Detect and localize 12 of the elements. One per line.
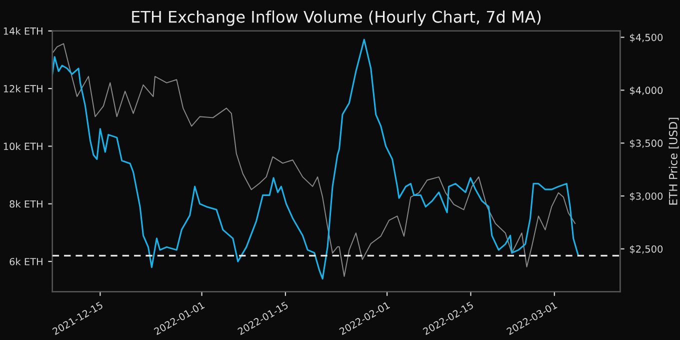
y2-tick-label: $4,500 (630, 34, 663, 42)
y-tick-label: 6k ETH (10, 258, 42, 266)
y2-tick-label: $2,500 (630, 245, 663, 254)
y2-tick-label: $4,000 (630, 86, 663, 96)
y2-tick-label: $3,500 (630, 139, 663, 148)
y2-axis-title: ETH Price [USD] (668, 118, 679, 205)
y-tick-label: 8k ETH (10, 200, 42, 208)
y-tick-label: 14k ETH (4, 27, 42, 35)
y2-tick-label: $3,000 (630, 192, 663, 202)
y-tick-label: 10k ETH (4, 142, 42, 150)
y-tick-label: 12k ETH (4, 84, 42, 92)
chart-title: ETH Exchange Inflow Volume (Hourly Chart, 7d MA) (132, 10, 541, 26)
